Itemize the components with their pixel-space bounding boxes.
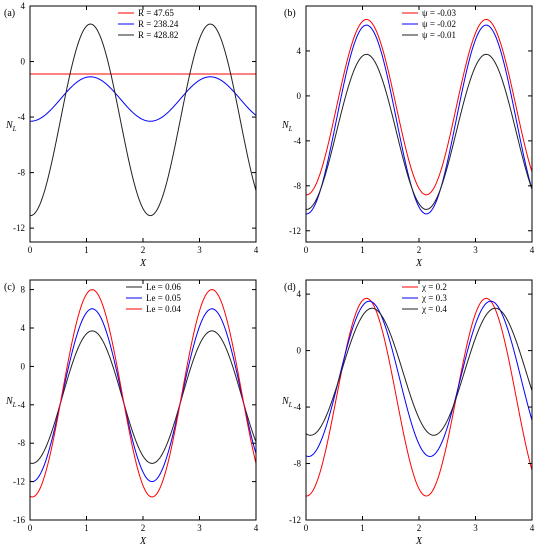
series-line-3 <box>30 289 256 498</box>
x-tick-label: 3 <box>473 245 478 255</box>
panel-label: (d) <box>284 282 296 293</box>
x-tick-label: 0 <box>304 245 309 255</box>
y-tick-label: 4 <box>21 1 26 11</box>
x-tick-label: 1 <box>360 245 365 255</box>
x-tick-label: 2 <box>417 523 422 533</box>
x-tick-label: 0 <box>28 523 33 533</box>
legend-entry: R = 47.65 <box>138 8 174 18</box>
x-tick-label: 3 <box>197 523 202 533</box>
y-tick-label: -12 <box>13 477 25 487</box>
legend-entry: χ = 0.3 <box>421 293 447 303</box>
x-axis-label: X <box>139 536 147 547</box>
y-tick-label: -12 <box>289 226 301 236</box>
y-tick-label: -12 <box>13 223 25 233</box>
y-axis-label-sub: L <box>288 125 293 133</box>
y-tick-label: 0 <box>21 361 26 371</box>
panel-label: (b) <box>284 8 296 19</box>
y-tick-label: 4 <box>297 289 302 299</box>
y-axis-label-main: N <box>5 396 14 407</box>
panel-label: (c) <box>4 282 15 293</box>
legend-entry: Le = 0.06 <box>146 282 181 292</box>
y-axis-label: NL <box>5 396 17 409</box>
x-axis-label: X <box>415 536 423 547</box>
x-tick-label: 1 <box>84 523 89 533</box>
legend-entry: Le = 0.04 <box>146 304 181 314</box>
series-line-2 <box>306 300 532 457</box>
series-line-1 <box>306 297 532 497</box>
y-tick-label: 8 <box>21 285 26 295</box>
y-tick-label: 0 <box>21 57 26 67</box>
x-tick-label: 4 <box>530 245 535 255</box>
y-tick-label: -4 <box>18 112 26 122</box>
y-tick-label: -8 <box>294 181 302 191</box>
y-tick-label: -4 <box>18 400 26 410</box>
x-tick-label: 2 <box>417 245 422 255</box>
y-tick-label: 4 <box>21 323 26 333</box>
x-tick-label: 4 <box>254 523 259 533</box>
y-tick-label: -16 <box>13 515 25 525</box>
x-tick-label: 2 <box>141 245 146 255</box>
series-line-2 <box>306 24 532 215</box>
legend-entry: χ = 0.2 <box>421 282 447 292</box>
x-tick-label: 4 <box>254 245 259 255</box>
chart-panel-1: 0 1 2 3 4 4 0 -4 -8 -12 (a) X NL R = 47.65R = 238.24R… <box>4 1 259 269</box>
x-tick-label: 1 <box>360 523 365 533</box>
legend-entry: ψ = -0.01 <box>422 30 456 40</box>
plot-frame <box>29 279 257 521</box>
x-tick-label: 0 <box>304 523 309 533</box>
y-tick-label: 0 <box>297 346 302 356</box>
legend-entry: Le = 0.05 <box>146 293 181 303</box>
legend-entry: ψ = -0.03 <box>422 8 456 18</box>
series-line-3 <box>306 307 532 436</box>
y-axis-label: NL <box>281 120 293 133</box>
y-tick-label: 4 <box>297 46 302 56</box>
x-tick-label: 1 <box>84 245 89 255</box>
y-axis-label-sub: L <box>12 401 17 409</box>
x-tick-label: 3 <box>197 245 202 255</box>
x-tick-label: 4 <box>530 523 535 533</box>
legend-entry: R = 428.82 <box>138 30 178 40</box>
x-tick-label: 2 <box>141 523 146 533</box>
y-tick-label: 0 <box>297 91 302 101</box>
y-tick-label: -12 <box>289 515 301 525</box>
y-axis-label-main: N <box>281 396 290 407</box>
x-axis-label: X <box>415 258 423 269</box>
y-axis-label-main: N <box>281 120 290 131</box>
legend-entry: χ = 0.4 <box>421 304 447 314</box>
series-line-3 <box>306 53 532 210</box>
panel-label: (a) <box>4 8 15 19</box>
y-axis-label-main: N <box>5 120 14 131</box>
y-tick-label: -8 <box>18 168 26 178</box>
x-axis-label: X <box>139 258 147 269</box>
x-tick-label: 0 <box>28 245 33 255</box>
y-tick-label: -8 <box>18 438 26 448</box>
y-tick-label: -8 <box>294 459 302 469</box>
legend-entry: ψ = -0.02 <box>422 19 456 29</box>
y-axis-label: NL <box>5 120 17 133</box>
y-axis-label-sub: L <box>288 401 293 409</box>
x-tick-label: 3 <box>473 523 478 533</box>
y-tick-label: -4 <box>294 402 302 412</box>
series-line-1 <box>306 18 532 196</box>
series-line-1 <box>30 330 256 464</box>
series-line-2 <box>30 308 256 483</box>
legend-entry: R = 238.24 <box>138 19 179 29</box>
series-line-2 <box>30 76 256 122</box>
series-line-3 <box>30 23 256 217</box>
y-axis-label-sub: L <box>12 125 17 133</box>
y-tick-label: -4 <box>294 136 302 146</box>
y-axis-label: NL <box>281 396 293 409</box>
